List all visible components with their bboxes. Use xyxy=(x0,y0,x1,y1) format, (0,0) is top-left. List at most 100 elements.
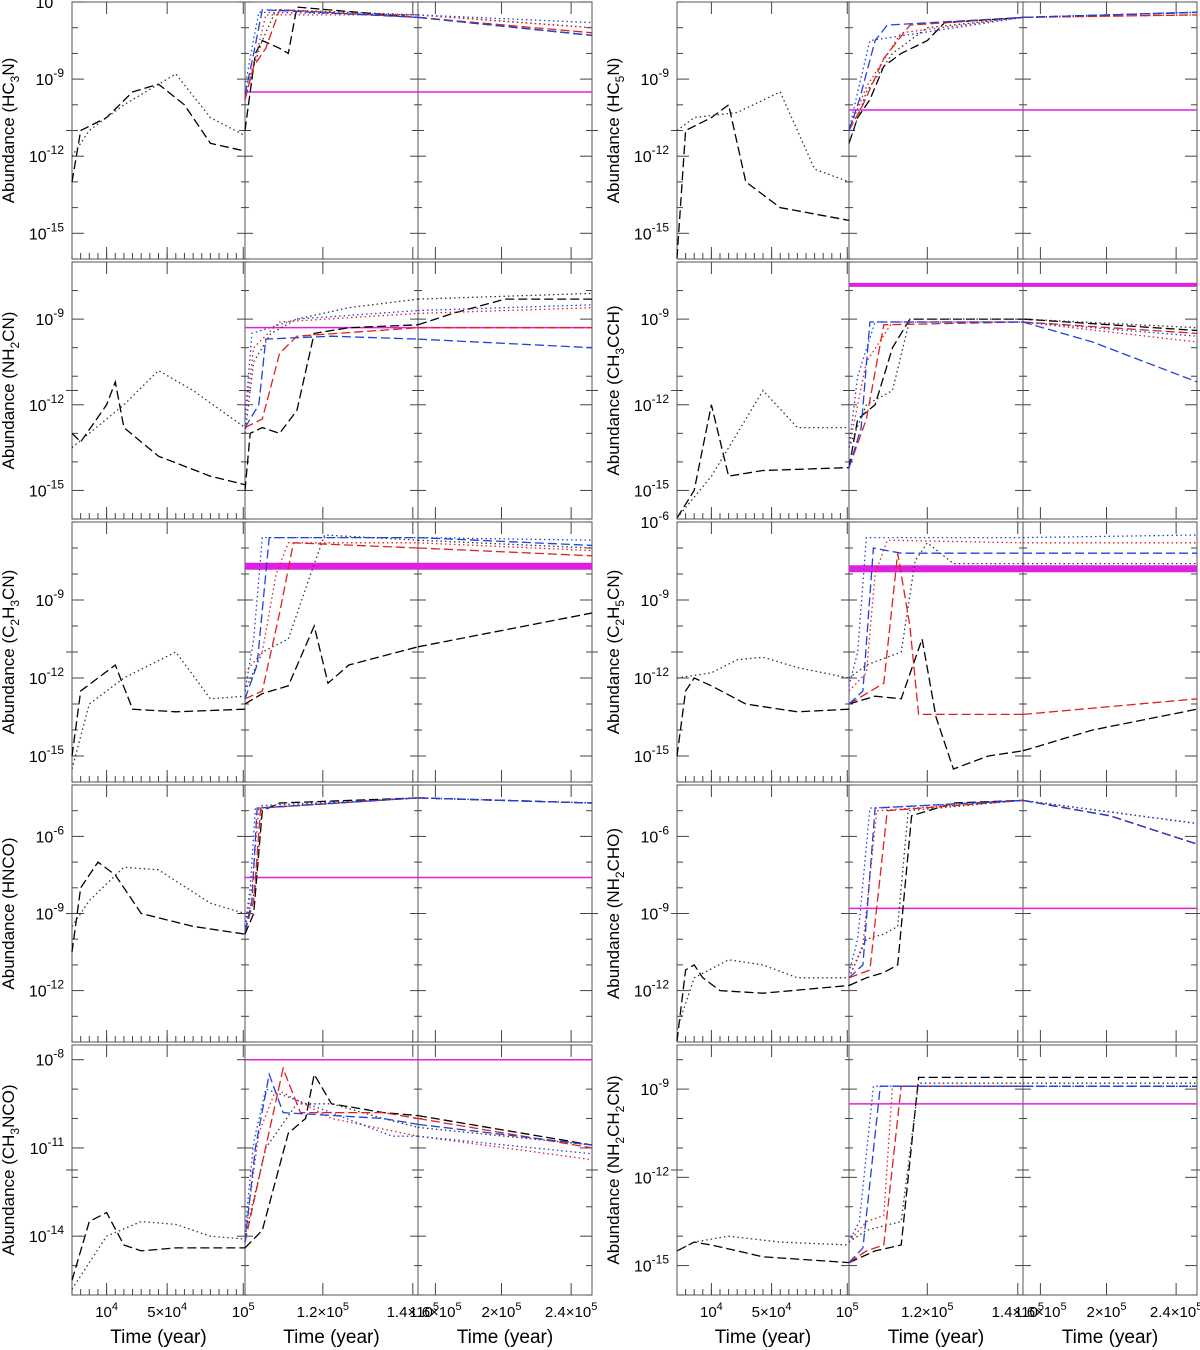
y-tick-label: 10-6 xyxy=(36,823,65,846)
y-tick-label: 10-9 xyxy=(641,66,670,89)
series-line-black-dashed xyxy=(1022,708,1198,752)
y-tick-label: 10-12 xyxy=(634,978,669,1001)
series-line-black-dotted xyxy=(676,91,850,183)
series-line-blue-dashed xyxy=(1022,321,1198,383)
plot-frame xyxy=(676,261,1198,520)
series-line-black-dotted xyxy=(676,389,849,519)
chart-panel-5: 10-15 10-12 10-9 10-6 Abundance (C2H5CN) xyxy=(604,509,1200,783)
y-axis-label: Abundance (NH2CHO) xyxy=(604,828,627,999)
x-axis-label: Time (year) xyxy=(457,1327,553,1348)
series-line-black-dashed xyxy=(1022,318,1198,332)
series-line-black-dotted xyxy=(676,959,849,1030)
series-line-red-dotted xyxy=(848,321,1023,448)
series-line-black-dotted xyxy=(71,866,246,927)
x-tick-label: 2×105 xyxy=(1087,1301,1127,1321)
series-line-blue-dotted xyxy=(244,11,419,87)
series-line-black-dashed xyxy=(676,404,850,519)
series-line-blue-dotted xyxy=(1022,799,1198,825)
plot-frame xyxy=(676,784,1198,1043)
series-line-black-dotted xyxy=(417,539,593,549)
series-line-black-dashed xyxy=(676,964,850,1042)
series-line-red-dashed xyxy=(848,1085,1023,1264)
series-line-red-dashed xyxy=(417,547,593,557)
series-line-blue-dashed xyxy=(848,16,1024,131)
y-axis-label: Abundance (NH2CN) xyxy=(0,312,22,470)
series-line-red-dotted xyxy=(848,799,1024,979)
series-line-black-dotted xyxy=(244,9,419,100)
y-tick-label: 10-6 xyxy=(641,509,670,532)
series-line-blue-dotted xyxy=(244,309,419,420)
y-tick-label: 10-12 xyxy=(29,978,64,1001)
y-axis-label: Abundance (C2H3CN) xyxy=(0,570,22,735)
series-line-red-dashed xyxy=(848,321,1024,468)
chart-panel-4: 10-15 10-12 10-9 Abundance (C2H3CN) xyxy=(0,521,598,783)
series-line-red-dotted xyxy=(848,539,1024,692)
series-line-red-dotted xyxy=(244,312,419,420)
series-line-blue-dashed xyxy=(244,1071,419,1243)
series-line-blue-dotted xyxy=(1022,321,1198,337)
y-axis-label: Abundance (CH3NCO) xyxy=(0,1084,22,1255)
y-axis-label: Abundance (C2H5CN) xyxy=(604,570,627,735)
series-line-black-dotted xyxy=(1022,318,1198,329)
x-axis-label: Time (year) xyxy=(110,1327,206,1348)
series-line-blue-dotted xyxy=(244,797,419,927)
x-tick-label: 105 xyxy=(232,1301,255,1321)
x-tick-label: 2×105 xyxy=(482,1301,522,1321)
plot-frame xyxy=(71,1,593,260)
series-line-red-dashed xyxy=(848,16,1024,131)
y-tick-label: 10-12 xyxy=(634,392,669,415)
y-tick-label: 10-15 xyxy=(634,220,669,243)
y-tick-label: 10-12 xyxy=(29,392,64,415)
series-line-red-dashed xyxy=(1022,321,1198,335)
series-line-blue-dotted xyxy=(1022,534,1198,539)
series-line-red-dotted xyxy=(1022,14,1198,19)
series-line-black-dotted xyxy=(71,1220,246,1290)
series-line-blue-dotted xyxy=(848,321,1023,448)
series-line-red-dashed xyxy=(244,1066,419,1243)
y-axis-label: Abundance (HNCO) xyxy=(0,837,18,989)
series-line-red-dashed xyxy=(244,327,419,429)
y-tick-label: 10-9 xyxy=(641,306,670,329)
series-line-blue-dashed xyxy=(848,799,1024,979)
series-line-black-dotted xyxy=(71,651,246,770)
series-line-red-dashed xyxy=(244,542,419,700)
series-line-red-dotted xyxy=(417,1135,593,1161)
y-axis-label: Abundance (NH2CH2CN) xyxy=(604,1075,627,1264)
y-tick-label: 10-9 xyxy=(641,1076,670,1099)
y-tick-label: 10-9 xyxy=(36,901,65,924)
series-line-red-dashed xyxy=(848,553,1023,716)
series-line-black-dashed xyxy=(848,318,1023,468)
series-line-black-dotted xyxy=(244,797,419,927)
series-line-red-dashed xyxy=(1022,698,1198,716)
series-line-blue-dashed xyxy=(848,1085,1023,1264)
series-line-blue-dashed xyxy=(848,547,1023,705)
y-tick-label: 10-15 xyxy=(634,743,669,766)
series-line-red-dotted xyxy=(244,797,419,927)
y-tick-label: 10-14 xyxy=(29,1223,64,1246)
series-line-red-dotted xyxy=(848,16,1024,131)
y-tick-label: 10-15 xyxy=(29,220,64,243)
y-tick-label: 10-15 xyxy=(29,477,64,500)
plot-frame xyxy=(71,784,593,1043)
y-tick-label: 10-9 xyxy=(36,66,65,89)
series-line-red-dashed xyxy=(417,1117,593,1149)
series-line-black-dashed xyxy=(1022,799,1198,845)
y-axis-label: Abundance (CH3CCH) xyxy=(604,305,627,475)
chart-panel-6: 10-12 10-9 10-6 Abundance (HNCO) xyxy=(0,784,598,1043)
series-line-black-dashed xyxy=(71,1211,245,1281)
y-tick-label: 10-9 xyxy=(641,901,670,924)
series-line-black-dashed xyxy=(848,1076,1023,1264)
series-line-blue-dotted xyxy=(417,304,593,312)
series-line-black-dashed xyxy=(71,663,246,757)
x-tick-label: 1.4×105 xyxy=(387,1301,439,1321)
y-tick-label: 10-9 xyxy=(641,587,670,610)
series-line-black-dotted xyxy=(417,14,593,29)
x-tick-label: 105 xyxy=(836,1301,859,1321)
series-line-blue-dashed xyxy=(417,797,593,804)
series-line-black-dotted xyxy=(244,298,419,434)
series-line-black-dashed xyxy=(71,861,246,953)
y-tick-label: 10-15 xyxy=(29,743,64,766)
y-tick-label: 10-12 xyxy=(29,143,64,166)
x-tick-label: 5×104 xyxy=(752,1301,792,1321)
series-line-red-dotted xyxy=(417,14,593,29)
